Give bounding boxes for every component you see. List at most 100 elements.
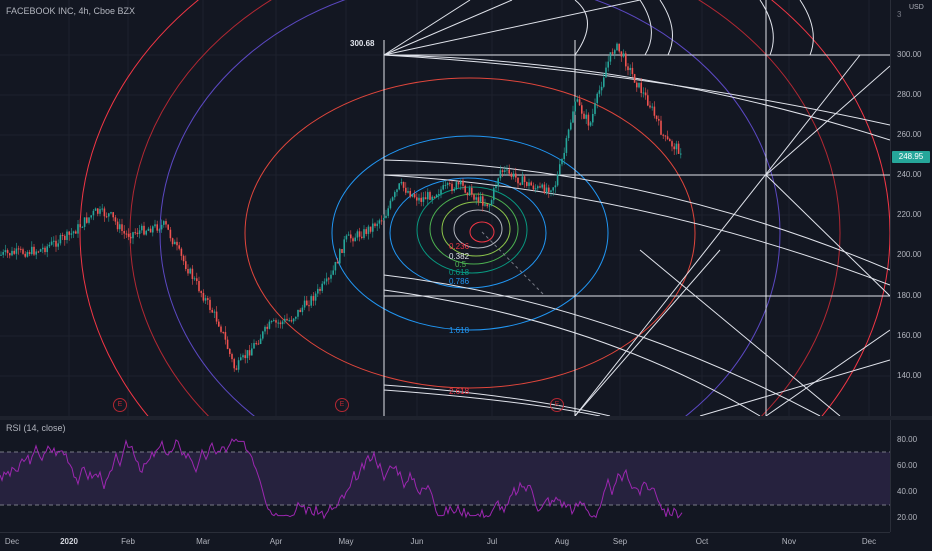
candle-body <box>444 184 447 186</box>
candle-body <box>607 61 609 68</box>
time-tick: Jul <box>486 537 498 546</box>
fib-label-0-786: 0.786 <box>449 277 470 286</box>
fib-label-0-236: 0.236 <box>449 242 470 251</box>
candle-body <box>339 249 341 264</box>
candle-body <box>662 134 664 136</box>
candle-body <box>664 135 667 137</box>
candle-body <box>132 232 134 239</box>
candle-body <box>462 180 464 186</box>
candle-body <box>515 173 517 178</box>
earnings-event-marker[interactable]: E <box>113 398 127 412</box>
candle-body <box>389 200 392 209</box>
rsi-tick: 20.00 <box>897 513 918 522</box>
candle-body <box>446 183 449 185</box>
candle-body <box>453 189 455 192</box>
candle-body <box>341 249 343 253</box>
candle-body <box>407 191 409 193</box>
candle-body <box>660 120 662 135</box>
candle-body <box>552 187 554 191</box>
candle-body <box>479 196 482 202</box>
pane-separator[interactable] <box>0 416 932 420</box>
candle-body <box>303 300 306 308</box>
candle-body <box>396 189 398 193</box>
candle-body <box>262 331 264 339</box>
candle-body <box>229 348 231 355</box>
candle-body <box>176 241 178 246</box>
candle-body <box>237 360 240 370</box>
candle-body <box>422 197 425 202</box>
candle-body <box>482 196 484 206</box>
candle-body <box>350 234 352 239</box>
candle-body <box>394 192 396 198</box>
candle-body <box>94 208 97 211</box>
candle-body <box>622 53 625 57</box>
fib-label-0-5: 0.5 <box>455 260 467 269</box>
candle-body <box>620 51 623 57</box>
candle-body <box>202 292 205 301</box>
candle-body <box>204 298 207 301</box>
candle-body <box>231 354 233 360</box>
candle-body <box>268 321 271 329</box>
candle-body <box>484 204 486 206</box>
price-axis[interactable]: USD 3 300.00 280.00 260.00 240.00 220.00… <box>890 0 932 416</box>
candle-body <box>367 226 370 234</box>
candle-body <box>666 136 669 140</box>
candle-body <box>114 217 117 222</box>
candle-body <box>279 322 282 325</box>
fib-trend-line <box>481 231 546 297</box>
candle-body <box>603 77 605 87</box>
candle-body <box>598 90 601 94</box>
candle-body <box>636 82 638 88</box>
candle-body <box>495 186 497 189</box>
candle-body <box>154 224 156 227</box>
candle-body <box>163 221 165 225</box>
candle-body <box>537 186 539 189</box>
time-tick: Oct <box>695 537 709 546</box>
candle-body <box>629 67 631 71</box>
candle-body <box>13 250 15 254</box>
candle-body <box>90 215 92 218</box>
candle-body <box>251 348 253 356</box>
candle-body <box>253 343 255 349</box>
candle-body <box>15 248 18 254</box>
candle-body <box>191 268 194 279</box>
candle-body <box>213 311 216 313</box>
candle-body <box>402 181 405 188</box>
candle-body <box>301 307 304 313</box>
price-chart-canvas[interactable] <box>0 0 890 416</box>
candle-body <box>680 153 682 155</box>
rsi-line <box>0 438 683 520</box>
candle-body <box>457 182 460 185</box>
time-axis[interactable]: Dec 2020 Feb Mar Apr May Jun Jul Aug Sep… <box>0 532 890 551</box>
rsi-tick: 40.00 <box>897 487 918 496</box>
fib-label-0-382: 0.382 <box>449 252 470 261</box>
candle-body <box>319 288 321 291</box>
candle-body <box>323 281 326 284</box>
rsi-pane[interactable]: RSI (14, close) <box>0 420 890 532</box>
candle-body <box>59 235 62 244</box>
candle-body <box>160 224 163 230</box>
candle-body <box>125 233 128 235</box>
time-tick: May <box>338 537 354 546</box>
rsi-chart-canvas[interactable] <box>0 420 890 532</box>
candle-body <box>499 170 502 179</box>
candle-body <box>343 239 345 253</box>
main-chart-pane[interactable]: FACEBOOK INC, 4h, Cboe BZX 300.68 0.236 … <box>0 0 890 416</box>
rsi-axis[interactable]: 80.00 60.00 40.00 20.00 <box>890 420 932 532</box>
candle-body <box>290 320 293 322</box>
candle-body <box>583 113 585 119</box>
candle-body <box>576 99 579 102</box>
earnings-event-marker[interactable]: E <box>550 398 564 412</box>
candle-body <box>609 52 612 62</box>
candle-body <box>673 146 675 150</box>
candle-body <box>48 244 51 247</box>
symbol-title[interactable]: FACEBOOK INC, 4h, Cboe BZX <box>6 6 136 16</box>
candle-body <box>88 217 90 223</box>
candle-body <box>17 248 20 250</box>
earnings-event-marker[interactable]: E <box>335 398 349 412</box>
time-tick: Aug <box>554 537 570 546</box>
rsi-title[interactable]: RSI (14, close) <box>6 423 66 433</box>
candle-body <box>330 274 332 279</box>
candle-body <box>2 252 4 255</box>
candle-body <box>105 216 108 218</box>
